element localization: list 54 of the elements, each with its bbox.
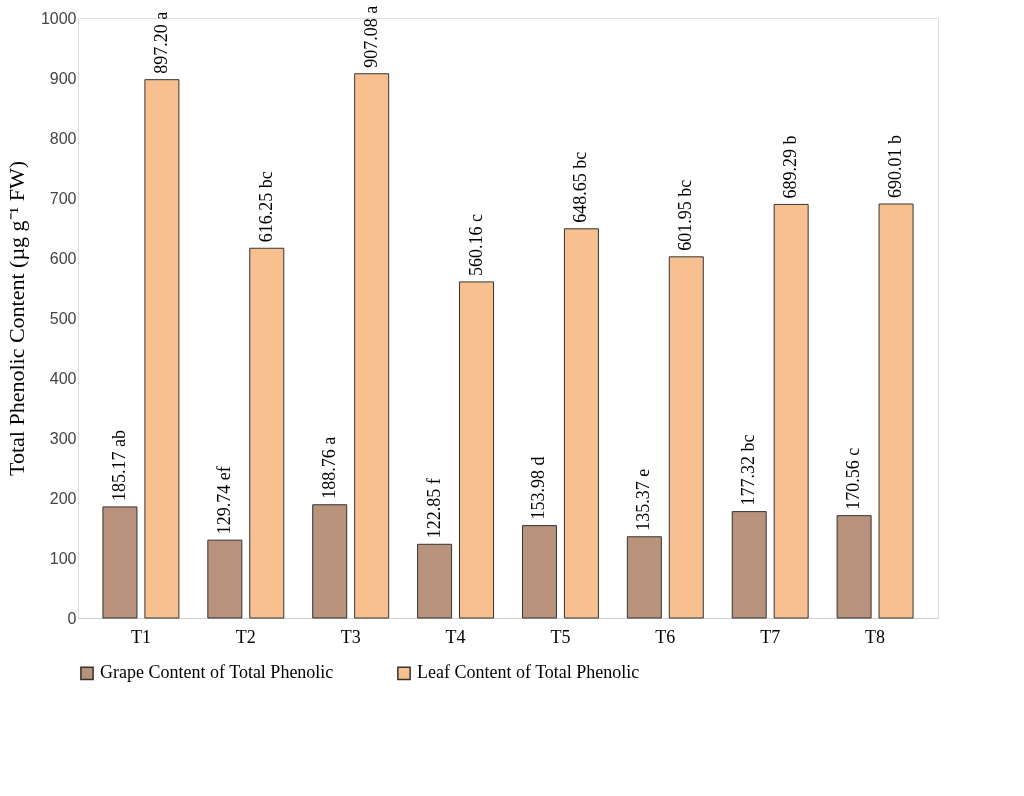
data-label: 616.25 bc [255, 171, 276, 243]
bar [521, 525, 557, 619]
y-tick-label: 900 [49, 69, 77, 87]
bar [312, 504, 348, 619]
bar [354, 73, 390, 619]
data-label: 907.08 a [360, 5, 381, 68]
y-axis-title: Total Phenolic Content (µg g⁻¹ FW) [3, 161, 29, 476]
bar [417, 543, 453, 619]
bar [563, 228, 599, 619]
x-tick-label: T6 [655, 626, 676, 647]
bar [144, 79, 180, 619]
bar [878, 203, 914, 619]
data-label: 129.74 ef [213, 466, 234, 535]
data-label: 188.76 a [318, 436, 339, 499]
bar [207, 539, 243, 619]
data-label: 153.98 d [528, 456, 549, 520]
bar [731, 511, 767, 619]
x-tick-label: T4 [445, 626, 466, 647]
bar [626, 536, 662, 619]
y-tick-label: 600 [49, 249, 77, 267]
x-tick-label: T1 [130, 626, 151, 647]
bar [668, 256, 704, 619]
bar [459, 281, 495, 619]
x-tick-label: T8 [865, 626, 886, 647]
bar [773, 203, 809, 619]
bar [102, 506, 138, 619]
y-tick-label: 300 [49, 429, 77, 447]
bar [249, 247, 285, 619]
x-tick-label: T5 [550, 626, 571, 647]
data-label: 601.95 bc [675, 179, 696, 251]
y-tick-label: 400 [49, 369, 77, 387]
y-tick-label: 1000 [40, 9, 77, 27]
data-label: 560.16 c [465, 213, 486, 276]
y-tick-label: 500 [49, 309, 77, 327]
legend-label: Leaf Content of Total Phenolic [417, 662, 640, 683]
x-tick-label: T3 [340, 626, 361, 647]
y-tick-label: 100 [49, 549, 77, 567]
x-tick-label: T7 [760, 626, 781, 647]
bar [836, 515, 872, 619]
data-label: 122.85 f [423, 478, 444, 539]
data-label: 690.01 b [885, 134, 906, 198]
data-label: 897.20 a [150, 11, 171, 74]
data-label: 689.29 b [780, 135, 801, 199]
legend-label: Grape Content of Total Phenolic [100, 662, 334, 683]
y-tick-label: 800 [49, 129, 77, 147]
y-tick-label: 200 [49, 489, 77, 507]
y-tick-label: 0 [67, 609, 77, 627]
x-tick-label: T2 [235, 626, 256, 647]
data-label: 135.37 e [633, 468, 654, 531]
data-label: 185.17 ab [108, 429, 129, 501]
data-label: 648.65 bc [570, 151, 591, 223]
data-label: 170.56 c [843, 447, 864, 510]
y-tick-label: 700 [49, 189, 77, 207]
data-label: 177.32 bc [738, 434, 759, 506]
